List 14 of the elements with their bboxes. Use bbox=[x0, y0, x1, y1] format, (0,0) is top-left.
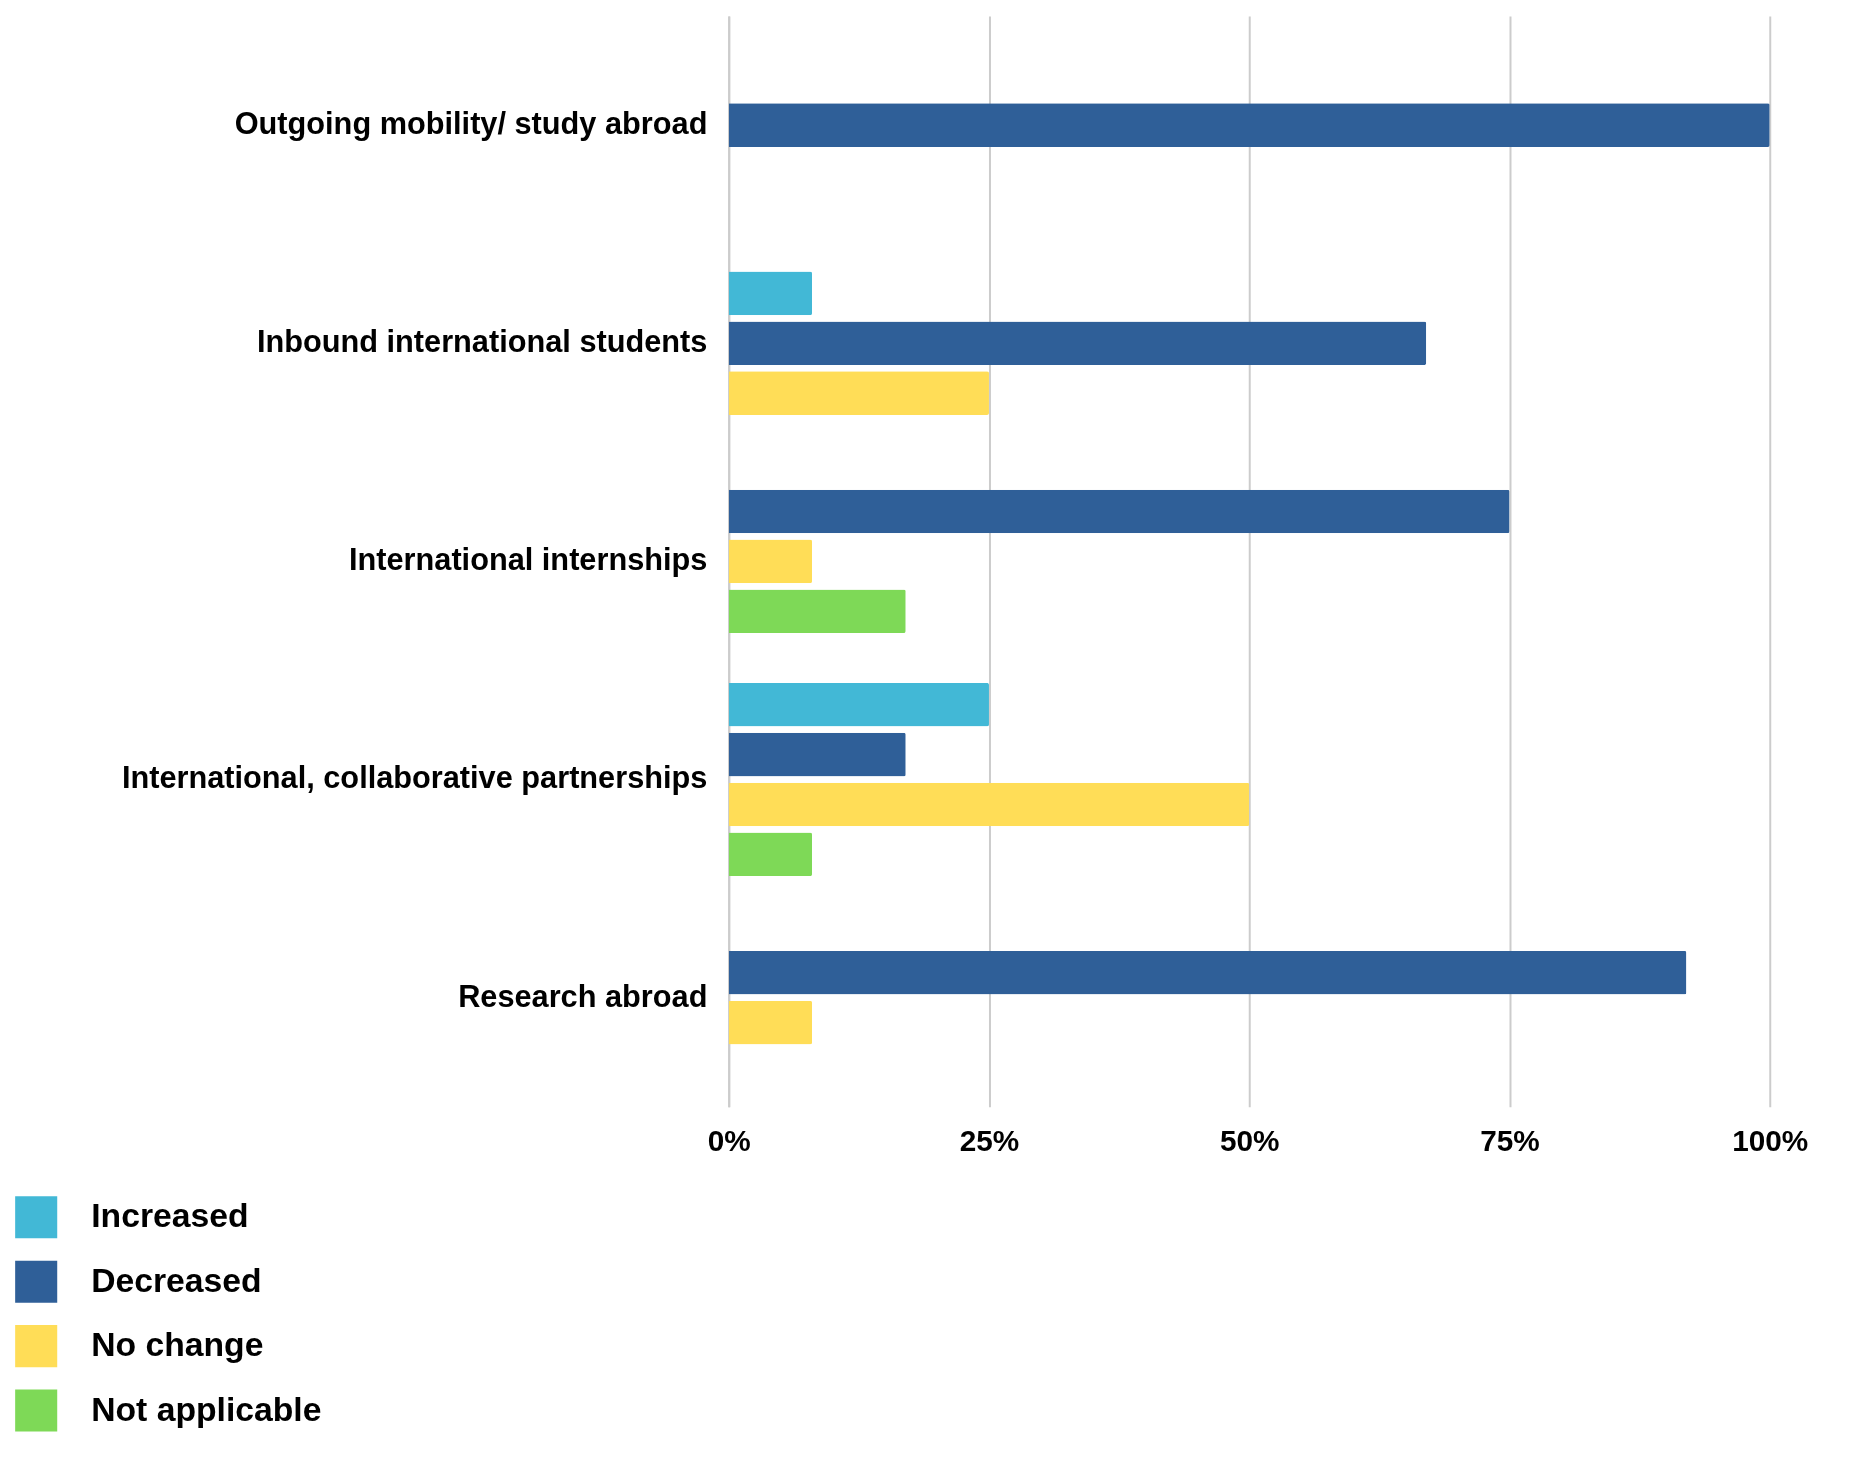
legend-label: No change bbox=[91, 1325, 264, 1364]
legend-label: Not applicable bbox=[91, 1389, 322, 1428]
y-tick-label: International internships bbox=[348, 542, 708, 578]
x-tick-label: 50% bbox=[1219, 1123, 1280, 1157]
y-tick-label: Inbound international students bbox=[256, 324, 708, 360]
legend-label: Decreased bbox=[91, 1260, 262, 1299]
x-tick-label: 0% bbox=[707, 1123, 751, 1157]
x-tick-label: 100% bbox=[1732, 1123, 1809, 1157]
y-tick-label: Outgoing mobility/ study abroad bbox=[234, 106, 708, 142]
y-tick-label: Research abroad bbox=[458, 978, 708, 1014]
x-tick-label: 25% bbox=[959, 1123, 1020, 1157]
legend-label: Increased bbox=[91, 1196, 249, 1235]
x-tick-label: 75% bbox=[1480, 1123, 1540, 1157]
y-tick-label: International, collaborative partnerships bbox=[121, 760, 708, 796]
